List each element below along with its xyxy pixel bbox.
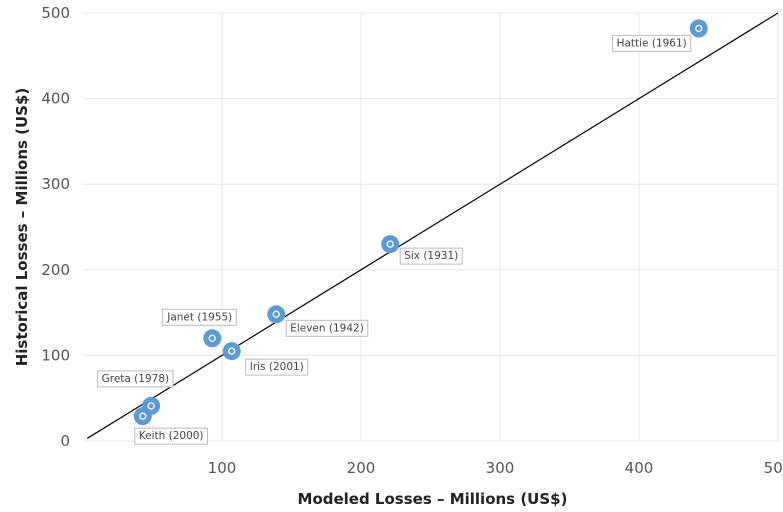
point-label-box <box>134 427 209 445</box>
x-tick-label: 400 <box>625 459 654 477</box>
y-tick-label: 0 <box>60 432 70 450</box>
y-tick-label: 400 <box>41 90 70 108</box>
point-label-text: Janet (1955) <box>166 311 232 323</box>
point-label-text: Greta (1978) <box>102 373 170 385</box>
point-label-text: Keith (2000) <box>139 430 204 442</box>
point-label: Eleven (1942) <box>285 319 369 337</box>
point-label-text: Iris (2001) <box>250 361 304 373</box>
reference-line-y-equals-x <box>86 12 779 439</box>
grid-lines <box>83 12 779 442</box>
data-point-marker <box>381 235 400 254</box>
point-label: Iris (2001) <box>245 358 309 376</box>
x-tick-label: 500 <box>764 459 783 477</box>
data-point-marker <box>203 329 222 348</box>
point-label: Greta (1978) <box>97 370 174 388</box>
data-point-marker <box>222 342 241 361</box>
x-tick-label: 300 <box>486 459 515 477</box>
point-label: Six (1931) <box>399 247 463 265</box>
data-point-center <box>386 240 394 248</box>
data-point <box>267 305 286 324</box>
point-label: Keith (2000) <box>134 427 209 445</box>
x-tick-labels: 100 200 300 400 500 <box>208 459 783 477</box>
data-point <box>689 19 708 38</box>
point-label-box <box>97 370 174 388</box>
point-label-box <box>245 358 309 376</box>
data-point <box>222 342 241 361</box>
data-point-marker <box>267 305 286 324</box>
data-point-center <box>208 334 216 342</box>
data-point <box>381 235 400 254</box>
y-tick-labels: 0 100 200 300 400 500 <box>41 4 70 450</box>
data-point-center <box>228 347 236 355</box>
point-label-box <box>285 319 369 337</box>
y-tick-label: 200 <box>41 261 70 279</box>
data-point <box>133 407 152 426</box>
point-label-box <box>399 247 463 265</box>
point-label: Hattie (1961) <box>612 34 692 52</box>
y-tick-label: 500 <box>41 4 70 22</box>
x-tick-label: 100 <box>208 459 237 477</box>
point-label: Janet (1955) <box>161 308 237 326</box>
y-tick-label: 100 <box>41 346 70 364</box>
point-labels: Hattie (1961) Six (1931) Eleven (1942) Jane… <box>97 34 692 445</box>
point-label-text: Hattie (1961) <box>617 37 687 49</box>
point-label-box <box>612 34 692 52</box>
y-tick-label: 300 <box>41 175 70 193</box>
x-axis-title: Modeled Losses – Millions (US$) <box>298 490 568 508</box>
data-point-marker <box>133 407 152 426</box>
point-label-text: Six (1931) <box>404 250 458 262</box>
data-point-center <box>147 402 155 410</box>
data-point-center <box>139 412 147 420</box>
data-point-center <box>695 24 703 33</box>
data-point <box>203 329 222 348</box>
data-point-marker <box>689 19 708 38</box>
x-tick-label: 200 <box>347 459 376 477</box>
data-point-center <box>272 310 280 318</box>
y-axis-title: Historical Losses – Millions (US$) <box>13 88 31 367</box>
point-label-text: Eleven (1942) <box>290 322 364 334</box>
data-points <box>133 19 708 426</box>
point-label-box <box>161 308 237 326</box>
